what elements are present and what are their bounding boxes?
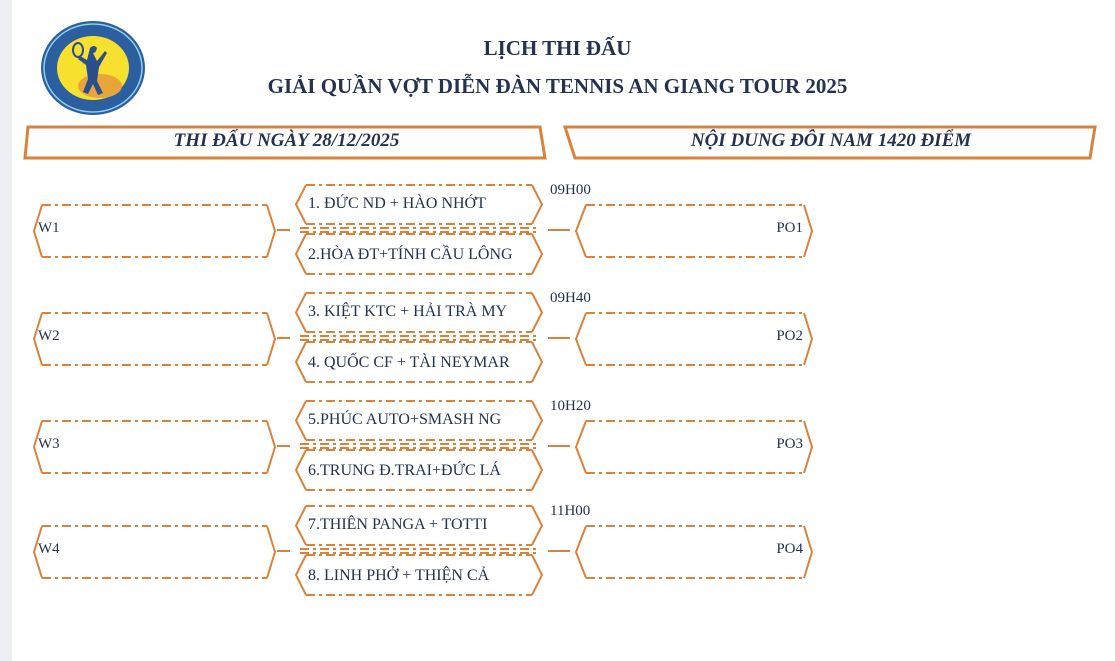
- winner-slot-box-left: [32, 525, 43, 579]
- tennis-forum-logo: [41, 21, 145, 115]
- winner-slot-label: W1: [38, 220, 60, 236]
- team-b-box-right: [531, 341, 544, 383]
- match-time: 09H40: [550, 290, 591, 306]
- tournament-name: GIẢI QUẦN VỢT DIỄN ĐÀN TENNIS AN GIANG T…: [267, 74, 848, 98]
- team-a-box-right: [531, 292, 544, 333]
- winner-slot-box-right: [266, 420, 277, 474]
- team-a-name: 5.PHÚC AUTO+SMASH NG: [308, 411, 502, 428]
- winner-slot-label: W4: [38, 541, 60, 557]
- playoff-slot-box-right: [803, 525, 814, 579]
- team-b-name: 4. QUỐC CF + TÀI NEYMAR: [308, 354, 510, 371]
- event-category: NỘI DUNG ĐÔI NAM 1420 ĐIỂM: [690, 130, 972, 151]
- page-title: LỊCH THI ĐẤU: [483, 36, 632, 60]
- team-b-box-right: [531, 554, 544, 596]
- playoff-slot-label: PO2: [776, 328, 803, 344]
- category-banner: [562, 125, 1097, 160]
- page-edge: [0, 0, 12, 661]
- team-b-name: 8. LINH PHỞ + THIỆN CẢ: [308, 567, 490, 584]
- team-a-box-left: [294, 184, 307, 225]
- team-a-box-right: [531, 400, 544, 441]
- team-a-name: 7.THIÊN PANGA + TOTTI: [308, 516, 488, 533]
- team-b-box-left: [294, 449, 307, 491]
- match-time: 11H00: [550, 503, 591, 519]
- winner-slot-box-left: [32, 312, 43, 366]
- team-b-box-left: [294, 233, 307, 275]
- winner-slot-box-right: [266, 204, 277, 258]
- team-a-box-left: [294, 505, 307, 546]
- team-b-box-left: [294, 341, 307, 383]
- winner-slot-label: W2: [38, 328, 60, 344]
- team-b-name: 6.TRUNG Đ.TRAI+ĐỨC LÁ: [308, 462, 501, 479]
- team-b-box-left: [294, 554, 307, 596]
- playoff-slot-box-right: [803, 312, 814, 366]
- playoff-slot-label: PO4: [776, 541, 803, 557]
- playoff-slot-box-left: [574, 204, 587, 258]
- match-time: 10H20: [550, 398, 591, 414]
- team-b-box-right: [531, 449, 544, 491]
- date-banner: [23, 125, 547, 160]
- winner-slot-box-left: [32, 420, 43, 474]
- winner-slot-box-right: [266, 525, 277, 579]
- playoff-slot-box-left: [574, 312, 587, 366]
- winner-slot-box-left: [32, 204, 43, 258]
- winner-slot-label: W3: [38, 436, 60, 452]
- team-a-box-left: [294, 400, 307, 441]
- playoff-slot-box-left: [574, 525, 587, 579]
- team-a-box-right: [531, 505, 544, 546]
- playoff-slot-box-right: [803, 420, 814, 474]
- playoff-slot-label: PO1: [776, 220, 803, 236]
- playoff-slot-box-right: [803, 204, 814, 258]
- playoff-slot-box-left: [574, 420, 587, 474]
- winner-slot-box-right: [266, 312, 277, 366]
- team-a-name: 1. ĐỨC ND + HÀO NHỚT: [308, 195, 486, 212]
- match-time: 09H00: [550, 182, 591, 198]
- team-a-name: 3. KIỆT KTC + HẢI TRÀ MY: [308, 303, 508, 320]
- team-a-box-right: [531, 184, 544, 225]
- team-b-name: 2.HÒA ĐT+TÍNH CẦU LÔNG: [308, 246, 513, 263]
- team-a-box-left: [294, 292, 307, 333]
- playoff-slot-label: PO3: [776, 436, 803, 452]
- team-b-box-right: [531, 233, 544, 275]
- match-date: THI ĐẤU NGÀY 28/12/2025: [173, 130, 400, 151]
